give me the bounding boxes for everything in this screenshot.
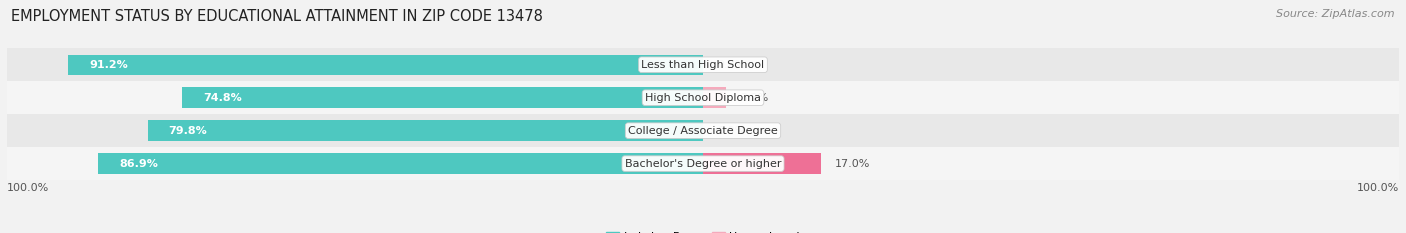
Bar <box>703 87 725 108</box>
Bar <box>148 120 703 141</box>
Text: 100.0%: 100.0% <box>7 183 49 193</box>
Text: EMPLOYMENT STATUS BY EDUCATIONAL ATTAINMENT IN ZIP CODE 13478: EMPLOYMENT STATUS BY EDUCATIONAL ATTAINM… <box>11 9 543 24</box>
Bar <box>183 87 703 108</box>
Bar <box>69 55 703 75</box>
Bar <box>703 153 821 174</box>
Text: 74.8%: 74.8% <box>204 93 242 103</box>
Bar <box>7 48 1399 81</box>
Text: 79.8%: 79.8% <box>169 126 207 136</box>
Text: High School Diploma: High School Diploma <box>645 93 761 103</box>
Text: 0.0%: 0.0% <box>717 126 745 136</box>
Bar <box>98 153 703 174</box>
Text: Source: ZipAtlas.com: Source: ZipAtlas.com <box>1277 9 1395 19</box>
Text: 17.0%: 17.0% <box>835 159 870 169</box>
Text: 0.0%: 0.0% <box>717 60 745 70</box>
Text: College / Associate Degree: College / Associate Degree <box>628 126 778 136</box>
Legend: In Labor Force, Unemployed: In Labor Force, Unemployed <box>602 227 804 233</box>
Bar <box>7 81 1399 114</box>
Text: 91.2%: 91.2% <box>89 60 128 70</box>
Bar <box>7 147 1399 180</box>
Text: Bachelor's Degree or higher: Bachelor's Degree or higher <box>624 159 782 169</box>
Text: 3.3%: 3.3% <box>740 93 768 103</box>
Text: 100.0%: 100.0% <box>1357 183 1399 193</box>
Bar <box>7 114 1399 147</box>
Text: 86.9%: 86.9% <box>120 159 157 169</box>
Text: Less than High School: Less than High School <box>641 60 765 70</box>
